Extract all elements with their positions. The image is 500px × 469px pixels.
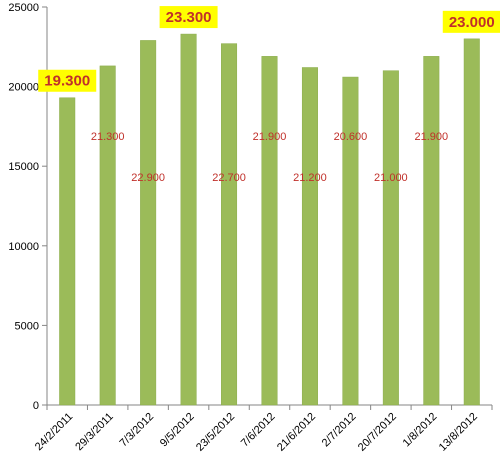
x-tick-label: 7/3/2012 xyxy=(117,411,156,450)
bar xyxy=(59,97,76,406)
data-label-highlight: 23.300 xyxy=(159,6,218,29)
y-tick-label: 10000 xyxy=(8,241,39,253)
x-tick-label: 24/2/2011 xyxy=(33,411,76,454)
bar xyxy=(221,43,238,406)
x-tick-label: 9/5/2012 xyxy=(158,411,197,450)
bar xyxy=(463,38,480,406)
y-tick-label: 15000 xyxy=(8,161,39,173)
data-label: 22.900 xyxy=(131,172,165,184)
bars xyxy=(59,33,480,406)
data-label: 21.900 xyxy=(414,131,448,143)
x-tick-label: 23/5/2012 xyxy=(194,411,237,454)
data-label: 23.000 xyxy=(449,14,495,31)
x-tick-label: 21/6/2012 xyxy=(275,411,318,454)
data-label: 21.900 xyxy=(253,131,287,143)
data-label: 19.300 xyxy=(44,73,90,90)
y-tick-label: 5000 xyxy=(15,320,39,332)
data-label: 20.600 xyxy=(334,131,368,143)
y-tick-label: 25000 xyxy=(8,2,39,14)
data-label-highlight-box xyxy=(38,69,97,92)
y-tick-label: 20000 xyxy=(8,82,39,94)
bar xyxy=(342,76,359,406)
data-label: 21.000 xyxy=(374,172,408,184)
data-label: 21.300 xyxy=(91,131,125,143)
data-label: 23.300 xyxy=(166,9,212,26)
data-label: 22.700 xyxy=(212,172,246,184)
data-label-highlight: 19.300 xyxy=(38,69,97,92)
data-labels: 19.300 21.300 22.900 23.300 22.700 21.900 21.2… xyxy=(38,6,500,184)
bar xyxy=(180,33,197,406)
bar xyxy=(99,65,116,406)
x-tick-label: 20/7/2012 xyxy=(356,411,399,454)
x-tick-label: 13/8/2012 xyxy=(437,411,480,454)
bar xyxy=(382,70,399,406)
x-tick-label: 7/6/2012 xyxy=(239,411,278,450)
bar xyxy=(261,56,278,406)
x-tick-label: 2/7/2012 xyxy=(320,411,359,450)
x-tick-label: 1/8/2012 xyxy=(401,411,440,450)
y-tick-label: 0 xyxy=(33,400,39,412)
bar xyxy=(140,40,157,406)
data-label-highlight-box xyxy=(159,6,218,29)
data-label: 21.200 xyxy=(293,172,327,184)
x-tick-label: 29/3/2011 xyxy=(73,411,116,454)
bar xyxy=(301,67,318,406)
data-label-highlight-box xyxy=(442,10,500,33)
bar xyxy=(423,56,440,406)
data-label-highlight: 23.000 xyxy=(442,10,500,33)
